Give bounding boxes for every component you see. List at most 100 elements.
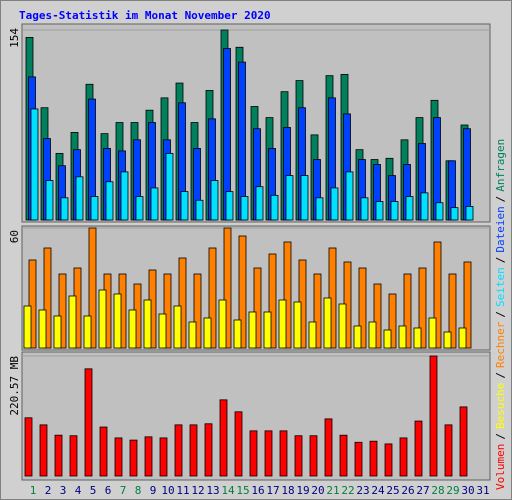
bar xyxy=(225,191,234,221)
bar xyxy=(88,227,97,349)
x-tick-label: 11 xyxy=(176,484,189,497)
x-tick-label: 15 xyxy=(236,484,249,497)
legend-entry: Seiten xyxy=(494,267,507,307)
bar xyxy=(313,273,322,349)
bar xyxy=(294,435,303,477)
bar xyxy=(24,417,33,477)
bar xyxy=(54,434,63,477)
bar xyxy=(278,299,287,349)
bar xyxy=(255,186,264,221)
bar xyxy=(459,406,468,477)
bar xyxy=(383,329,392,349)
bar xyxy=(128,309,137,349)
bar xyxy=(388,293,397,349)
bar xyxy=(398,325,407,349)
bar xyxy=(83,315,92,349)
bar xyxy=(448,273,457,349)
bar xyxy=(315,197,324,221)
bar xyxy=(129,439,138,477)
bar xyxy=(30,108,39,221)
bar xyxy=(270,194,279,221)
bar xyxy=(293,301,302,349)
legend-entry: Dateien xyxy=(494,206,507,252)
bar xyxy=(413,327,422,349)
bar xyxy=(135,196,144,221)
x-tick-label: 24 xyxy=(371,484,385,497)
x-tick-label: 13 xyxy=(206,484,219,497)
x-tick-label: 4 xyxy=(75,484,82,497)
x-tick-label: 8 xyxy=(135,484,142,497)
bar xyxy=(390,201,399,221)
bar xyxy=(218,299,227,349)
bar xyxy=(458,327,467,349)
bar xyxy=(300,175,309,221)
bar xyxy=(360,197,369,221)
legend-separator: / xyxy=(494,311,507,318)
bar xyxy=(53,315,62,349)
bar xyxy=(173,305,182,349)
bar xyxy=(28,259,37,349)
bar xyxy=(264,430,273,477)
bar xyxy=(345,171,354,221)
bar xyxy=(23,305,32,349)
x-tick-label: 7 xyxy=(120,484,127,497)
x-tick-label: 5 xyxy=(90,484,97,497)
bar xyxy=(435,202,444,221)
bar xyxy=(268,253,277,349)
bar xyxy=(384,443,393,477)
x-tick-label: 6 xyxy=(105,484,112,497)
x-tick-label: 9 xyxy=(150,484,157,497)
bar xyxy=(178,257,187,349)
bar xyxy=(403,273,412,349)
chart-title: Tages-Statistik im Monat November 2020 xyxy=(19,9,271,22)
bar xyxy=(238,235,247,349)
bar xyxy=(444,424,453,477)
bar xyxy=(99,426,108,477)
bar xyxy=(45,180,54,221)
bar xyxy=(323,297,332,349)
bar xyxy=(358,267,367,349)
bar xyxy=(210,180,219,221)
bar xyxy=(75,176,84,221)
bar xyxy=(58,273,67,349)
y-tick-label: 220.57 MB xyxy=(8,356,21,416)
bar xyxy=(420,192,429,221)
bar xyxy=(195,199,204,221)
bar xyxy=(234,411,243,477)
bar xyxy=(203,317,212,349)
bar xyxy=(375,201,384,221)
bar xyxy=(188,321,197,349)
x-tick-label: 20 xyxy=(311,484,324,497)
y-tick-label: 60 xyxy=(8,230,21,243)
x-tick-label: 29 xyxy=(446,484,459,497)
bar xyxy=(324,418,333,477)
bar xyxy=(465,206,474,221)
bar xyxy=(248,311,257,349)
bar xyxy=(69,435,78,477)
x-tick-label: 21 xyxy=(326,484,339,497)
bar xyxy=(418,267,427,349)
legend-entry: Rechner xyxy=(494,321,507,368)
bar xyxy=(143,299,152,349)
bar xyxy=(463,261,472,349)
bar xyxy=(279,430,288,477)
bar xyxy=(233,319,242,349)
bar xyxy=(208,247,217,349)
bar xyxy=(240,196,249,221)
x-tick-label: 26 xyxy=(401,484,414,497)
legend-separator: / xyxy=(494,257,507,264)
bar xyxy=(159,437,168,477)
bar xyxy=(443,331,452,349)
legend: Volumen / Besuche / Rechner / Seiten / Dateien / A… xyxy=(494,139,507,490)
bar xyxy=(429,355,438,477)
bar xyxy=(189,424,198,477)
bar xyxy=(165,152,174,221)
bar xyxy=(98,289,107,349)
x-tick-label: 10 xyxy=(161,484,174,497)
bar xyxy=(114,437,123,477)
legend-separator: / xyxy=(494,196,507,203)
bar xyxy=(450,207,459,221)
bar xyxy=(105,181,114,221)
x-tick-label: 23 xyxy=(356,484,369,497)
